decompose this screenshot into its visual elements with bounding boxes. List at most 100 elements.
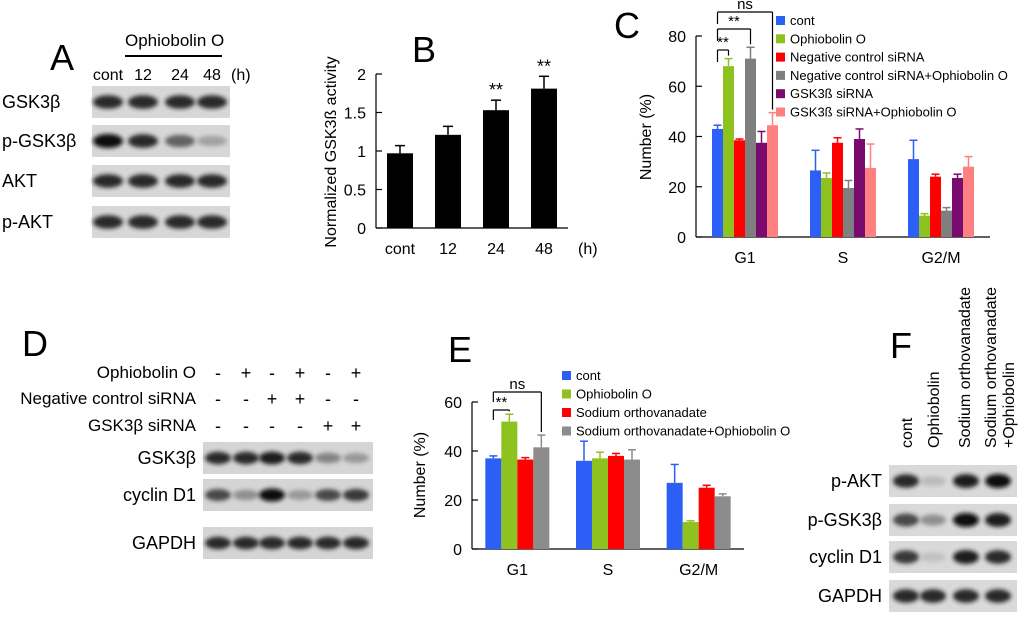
- blot-a-band: [93, 95, 123, 109]
- blot-a-lane-label: 48: [203, 67, 221, 84]
- blot-d-band: [343, 452, 369, 464]
- blot-d-band: [315, 536, 341, 550]
- blot-d-band: [343, 488, 369, 502]
- blot-d-band: [259, 488, 285, 502]
- blot-f-band-core: [953, 513, 979, 527]
- blot-d-band-core: [287, 489, 313, 501]
- blot-f-row-label: GAPDH: [818, 586, 882, 606]
- panel-label-d: D: [22, 323, 48, 364]
- blot-a-band-core: [93, 134, 123, 148]
- bar-C-negative-control-sirna-ophiobolin-o-s: [843, 188, 854, 237]
- blot-d-row-label: GSK3β: [138, 448, 196, 468]
- x-unit-label: (h): [578, 241, 598, 258]
- blot-f-band: [985, 550, 1011, 564]
- y-tick-label: 40: [668, 130, 686, 147]
- bar-C-negative-control-sirna-g1: [734, 140, 745, 237]
- significance-label: **: [489, 80, 503, 100]
- blot-f-band: [893, 513, 919, 527]
- bar-E-ophiobolin-o-g1: [501, 421, 518, 549]
- y-tick-label: 80: [668, 29, 686, 46]
- blot-f-band: [953, 589, 979, 603]
- panel-label-c: C: [614, 5, 640, 46]
- chart-b: 0 0.5 1 1.5 2 Normalized GSK3ß activity cont 12…: [323, 56, 598, 258]
- bar-B-cont: [387, 153, 413, 228]
- blot-a-band: [165, 134, 195, 148]
- blot-f-band-core: [953, 589, 979, 603]
- blot-a-lane-label: cont: [93, 67, 124, 84]
- bar-C-ophiobolin-o-g1: [723, 66, 734, 238]
- blot-f-band-core: [893, 550, 919, 564]
- bar-C-gsk3-sirna-ophiobolin-o-g2m: [963, 166, 974, 237]
- legend-label: Sodium orthovanadate: [576, 405, 707, 420]
- blot-f-band-core: [920, 589, 946, 603]
- blot-d-band: [205, 451, 231, 465]
- blot-d-band: [205, 536, 231, 550]
- blot-f-band-core: [920, 514, 946, 526]
- legend-swatch: [562, 389, 571, 399]
- significance-label: **: [728, 13, 740, 30]
- blot-d-sign: +: [267, 389, 278, 409]
- blot-d-band: [287, 451, 313, 465]
- blot-a-band-core: [128, 215, 158, 229]
- bar-C-negative-control-sirna-ophiobolin-o-g2m: [941, 210, 952, 237]
- blot-d-row-label: cyclin D1: [123, 485, 196, 505]
- blot-f-lane-label: Ophiobolin: [926, 372, 943, 449]
- bar-C-ophiobolin-o-g2m: [919, 215, 930, 237]
- blot-d-band: [233, 536, 259, 550]
- blot-f-band-core: [985, 550, 1011, 564]
- blot-a-band-core: [128, 95, 158, 109]
- blot-f-band-core: [953, 474, 979, 488]
- blot-d-band: [205, 489, 231, 501]
- blot-f-band: [920, 589, 946, 603]
- blot-a-band-core: [165, 134, 195, 148]
- y-tick-label: 1.5: [344, 106, 366, 123]
- blot-d-band-core: [315, 489, 341, 501]
- legend-label: GSK3ß siRNA+Ophiobolin O: [790, 105, 957, 120]
- blot-d-sign: -: [243, 389, 249, 409]
- blot-d-band: [315, 489, 341, 501]
- x-tick-label: 12: [439, 241, 457, 258]
- blot-d-band: [259, 451, 285, 465]
- x-tick-label: G1: [507, 562, 528, 579]
- blot-f-row-label: cyclin D1: [809, 547, 882, 567]
- blot-d-band: [315, 452, 341, 464]
- blot-a-band-core: [165, 174, 195, 188]
- blot-f-lane-label: cont: [899, 417, 916, 448]
- blot-d-band: [259, 536, 285, 550]
- bar-C-gsk3-sirna-s: [854, 139, 865, 237]
- blot-f-lane-label: +Ophiobolin: [1001, 362, 1018, 448]
- blot-a-row-label: p-GSK3β: [2, 131, 76, 151]
- legend-swatch: [776, 89, 785, 99]
- blot-d-band-core: [287, 536, 313, 550]
- bar-C-gsk3-sirna-g1: [756, 142, 767, 237]
- bar-C-cont-g2m: [908, 159, 919, 237]
- bar-C-negative-control-sirna-s: [832, 142, 843, 237]
- y-tick-label: 0: [357, 221, 366, 238]
- blot-d-sign: -: [215, 389, 221, 409]
- y-tick-label: 40: [444, 444, 462, 461]
- blot-a-band: [165, 215, 195, 229]
- blot-a-band-core: [165, 95, 195, 109]
- blot-f-band: [953, 474, 979, 488]
- blot-d-band: [233, 489, 259, 501]
- blot-f-row-label: p-AKT: [831, 471, 882, 491]
- blot-a-row-label: AKT: [2, 171, 37, 191]
- blot-d-condition-label: Ophiobolin O: [97, 363, 196, 382]
- blot-a-band-core: [197, 95, 227, 109]
- blot-a-row-label: p-AKT: [2, 212, 53, 232]
- blot-a-lane-label: 12: [134, 67, 152, 84]
- blot-a-band: [93, 215, 123, 229]
- bar-E-sodium-orthovanadate-s: [608, 455, 624, 549]
- blot-a-band: [93, 134, 123, 148]
- blot-d-band-core: [315, 452, 341, 464]
- legend-label: cont: [576, 368, 601, 383]
- blot-f-band-core: [985, 474, 1011, 488]
- blot-d-sign: -: [325, 363, 331, 383]
- legend-swatch: [562, 408, 571, 417]
- legend-swatch: [776, 16, 785, 25]
- blot-d-band-core: [233, 451, 259, 465]
- blot-d-band: [343, 536, 369, 550]
- bar-E-cont-g1: [485, 458, 502, 549]
